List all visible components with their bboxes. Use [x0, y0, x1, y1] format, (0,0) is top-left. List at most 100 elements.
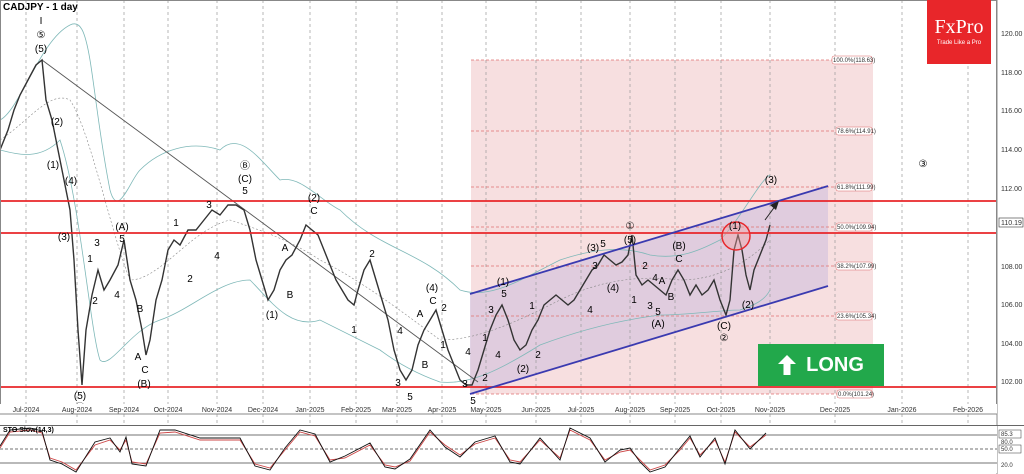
time-axis: Jul-2024 Aug-2024 Sep-2024 Oct-2024 Nov-…: [13, 407, 984, 414]
svg-text:C: C: [310, 206, 317, 217]
svg-text:4: 4: [214, 251, 220, 262]
svg-text:(2): (2): [51, 117, 63, 128]
svg-text:104.00: 104.00: [1001, 341, 1023, 348]
svg-text:3: 3: [592, 261, 598, 272]
svg-text:Jul-2024: Jul-2024: [13, 407, 40, 414]
svg-text:②: ②: [720, 333, 729, 344]
svg-text:Feb-2026: Feb-2026: [953, 407, 983, 414]
svg-text:5: 5: [501, 289, 507, 300]
svg-text:4: 4: [652, 273, 658, 284]
svg-text:May-2025: May-2025: [470, 407, 501, 414]
svg-text:1: 1: [631, 295, 637, 306]
svg-text:Sep-2025: Sep-2025: [660, 407, 690, 414]
svg-text:20.0: 20.0: [1001, 463, 1013, 469]
price-axis: 120.00 118.00 116.00 114.00 112.00 108.0…: [998, 31, 1024, 386]
stochastic-value: 85.3: [1001, 432, 1013, 438]
trend-line: [41, 59, 479, 383]
chart-title: CADJPY - 1 day: [3, 2, 78, 13]
svg-text:5: 5: [242, 186, 248, 197]
fib-label-0: 0.0%(101.24): [838, 392, 874, 398]
signal-label: LONG: [806, 353, 864, 376]
svg-text:120.00: 120.00: [1001, 31, 1023, 38]
svg-text:(4): (4): [607, 283, 619, 294]
svg-text:Dec-2024: Dec-2024: [248, 407, 278, 414]
fib-label-78: 78.6%(114.91): [837, 129, 876, 135]
svg-text:80.0: 80.0: [1001, 440, 1013, 446]
current-price: 110.19: [1001, 220, 1022, 227]
svg-text:Apr-2025: Apr-2025: [428, 407, 457, 414]
svg-text:Oct-2025: Oct-2025: [707, 407, 736, 414]
svg-text:1: 1: [351, 325, 357, 336]
target-circle: [721, 221, 751, 251]
target-arrow: [770, 201, 779, 210]
svg-text:5: 5: [470, 396, 476, 407]
svg-text:3: 3: [206, 200, 212, 211]
svg-text:B: B: [668, 292, 675, 303]
svg-text:⑤: ⑤: [37, 30, 46, 41]
svg-text:5: 5: [655, 307, 661, 318]
svg-text:2: 2: [535, 350, 541, 361]
svg-text:4: 4: [495, 350, 501, 361]
svg-text:B: B: [422, 360, 429, 371]
svg-text:Nov-2024: Nov-2024: [202, 407, 232, 414]
svg-text:Jan-2026: Jan-2026: [887, 407, 916, 414]
fib-label-100: 100.0%(118.63): [833, 58, 875, 64]
svg-text:116.00: 116.00: [1001, 108, 1022, 115]
svg-text:Sep-2024: Sep-2024: [109, 407, 139, 414]
svg-text:Nov-2025: Nov-2025: [755, 407, 785, 414]
svg-text:(5): (5): [35, 44, 47, 55]
svg-text:(3): (3): [587, 243, 599, 254]
svg-text:1: 1: [529, 301, 535, 312]
svg-text:Ⓑ: Ⓑ: [240, 160, 250, 172]
svg-text:(A): (A): [651, 319, 664, 330]
svg-text:5: 5: [407, 392, 413, 403]
svg-text:1: 1: [482, 333, 488, 344]
arrow-up-icon: [778, 355, 797, 375]
svg-text:Aug-2025: Aug-2025: [615, 407, 645, 414]
svg-text:3: 3: [647, 301, 653, 312]
svg-text:A: A: [659, 276, 666, 287]
svg-text:2: 2: [642, 261, 648, 272]
long-signal-badge: LONG: [758, 344, 884, 386]
svg-text:(A): (A): [115, 222, 128, 233]
svg-text:(5): (5): [74, 391, 86, 402]
fxpro-logo: FxPro Trade Like a Pro: [927, 0, 991, 64]
svg-text:(1): (1): [497, 277, 509, 288]
svg-text:(1): (1): [729, 221, 741, 232]
svg-text:Jul-2025: Jul-2025: [568, 407, 595, 414]
svg-text:2: 2: [92, 296, 98, 307]
svg-text:118.00: 118.00: [1001, 70, 1022, 77]
svg-text:(4): (4): [65, 176, 77, 187]
svg-text:5: 5: [119, 234, 125, 245]
svg-text:A: A: [282, 243, 289, 254]
svg-text:(2): (2): [308, 193, 320, 204]
svg-text:Feb-2025: Feb-2025: [341, 407, 371, 414]
svg-text:112.00: 112.00: [1001, 186, 1022, 193]
svg-text:(B): (B): [672, 241, 685, 252]
fib-label-23: 23.6%(105.34): [837, 314, 876, 320]
svg-text:(4): (4): [426, 283, 438, 294]
svg-text:C: C: [429, 296, 436, 307]
stochastic-lines: [0, 427, 767, 473]
channel-lower: [469, 285, 829, 395]
svg-text:①: ①: [626, 221, 635, 232]
svg-text:A: A: [417, 309, 424, 320]
logo-brand: FxPro: [934, 16, 984, 38]
svg-text:1: 1: [87, 254, 93, 265]
svg-text:(1): (1): [266, 310, 278, 321]
svg-text:(3): (3): [58, 232, 70, 243]
svg-text:3: 3: [462, 379, 468, 390]
svg-text:3: 3: [94, 238, 100, 249]
svg-text:2: 2: [441, 303, 447, 314]
svg-text:106.00: 106.00: [1001, 302, 1023, 309]
svg-text:2: 2: [187, 274, 193, 285]
svg-text:(C): (C): [717, 321, 731, 332]
svg-text:(B): (B): [137, 379, 150, 390]
svg-text:Dec-2025: Dec-2025: [820, 407, 850, 414]
svg-text:4: 4: [587, 305, 593, 316]
svg-text:4: 4: [114, 290, 120, 301]
svg-text:1: 1: [173, 218, 179, 229]
indicator-label: STO Slow(14,3): [3, 427, 54, 434]
logo-tagline: Trade Like a Pro: [936, 40, 982, 46]
